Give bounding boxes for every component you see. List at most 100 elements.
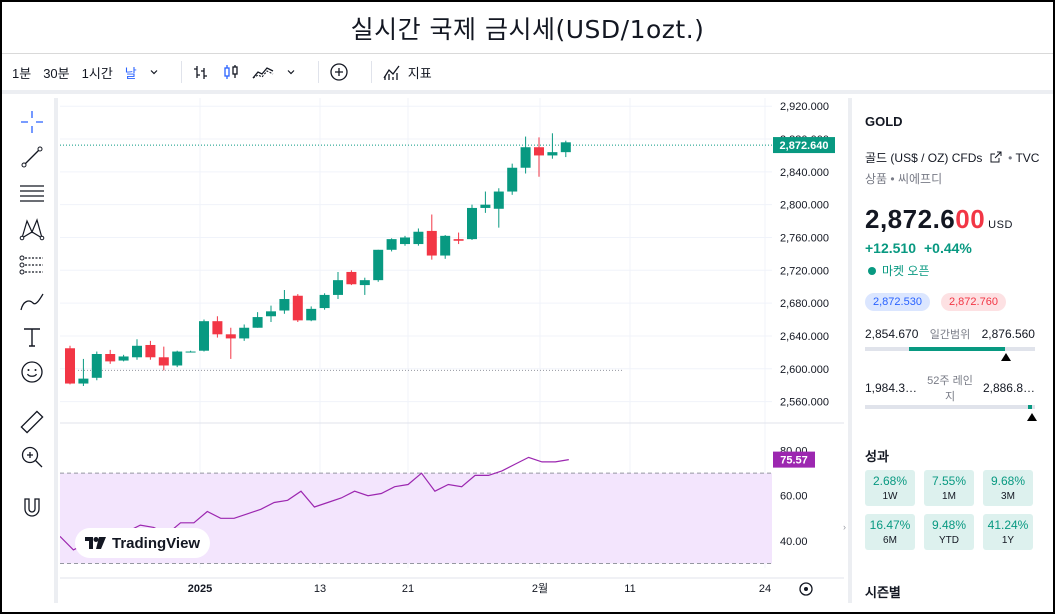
interval-1m-button[interactable]: 1분: [12, 65, 32, 81]
toolbar-divider: [180, 61, 182, 83]
candle-body: [266, 311, 276, 317]
perf-cell-6m[interactable]: 16.47% 6M: [865, 514, 915, 550]
interval-day-button[interactable]: 날: [124, 65, 137, 81]
area-chart-type-icon[interactable]: [252, 63, 274, 81]
candle-body: [560, 142, 571, 153]
price-chart[interactable]: 2,920.0002,880.0002,840.0002,800.0002,76…: [59, 98, 844, 603]
candle-chart-type-icon[interactable]: [222, 63, 240, 81]
drawing-toolbar: [2, 98, 58, 603]
bar-chart-type-icon[interactable]: [192, 63, 210, 81]
trend-line-icon[interactable]: [18, 143, 46, 171]
emoji-icon[interactable]: [18, 358, 46, 386]
panel-collapse-handle[interactable]: ›: [843, 522, 846, 532]
price-tick-label: 2,800.000: [780, 200, 829, 212]
interval-dropdown-chevron-icon[interactable]: [149, 67, 159, 77]
perf-cell-3m[interactable]: 9.68% 3M: [983, 470, 1033, 506]
fib-icon[interactable]: [18, 179, 46, 207]
text-icon[interactable]: [18, 323, 46, 351]
candle-body: [145, 344, 156, 358]
candle-body: [467, 207, 477, 240]
price-tick-label: 2,840.000: [780, 167, 829, 179]
day-range-row: 2,854.670 일간범위 2,876.560: [865, 326, 1035, 342]
zoom-in-icon[interactable]: [18, 443, 46, 471]
price-tick-label: 2,600.000: [780, 364, 829, 376]
chart-area[interactable]: 2,920.0002,880.0002,840.0002,800.0002,76…: [59, 98, 844, 603]
perf-cell-1w[interactable]: 2.68% 1W: [865, 470, 915, 506]
perf-label: 1Y: [1001, 535, 1015, 546]
pattern-icon[interactable]: [18, 215, 46, 243]
page-title: 실시간 국제 금시세(USD/1ozt.): [350, 14, 705, 44]
candle-body: [239, 327, 250, 339]
symbol-exchange[interactable]: TVC: [1015, 151, 1040, 165]
year-range-fill: [1028, 405, 1032, 409]
year-range-row: 1,984.3… 52주 레인지 2,886.8…: [865, 373, 1035, 403]
last-price: 2,872.600 USD: [865, 204, 1013, 235]
price-tick-label: 2,720.000: [780, 265, 829, 277]
separator-dot: •: [1008, 151, 1013, 165]
perf-value: 2.68%: [872, 474, 908, 488]
last-price-main: 2,872.6: [865, 204, 956, 234]
toolbar-divider: [370, 61, 372, 83]
chart-settings-icon-center: [804, 587, 808, 591]
time-tick-label: 2025: [188, 583, 212, 595]
ruler-icon[interactable]: [18, 408, 46, 436]
candle-body: [105, 354, 116, 362]
ask-price-badge: 2,872.760: [941, 293, 1006, 311]
chart-settings-icon[interactable]: [799, 582, 813, 596]
year-range-marker-icon: [1027, 413, 1037, 421]
time-tick-label: 11: [624, 583, 635, 595]
year-range-label: 52주 레인지: [927, 375, 973, 403]
candle-body: [252, 317, 263, 328]
magnet-icon[interactable]: [18, 493, 46, 521]
candle-body: [91, 354, 102, 378]
candle-body: [453, 239, 464, 241]
candle-body: [319, 294, 330, 309]
perf-value: 41.24%: [987, 518, 1029, 532]
perf-cell-1m[interactable]: 7.55% 1M: [924, 470, 974, 506]
candle-body: [65, 348, 75, 384]
perf-value: 9.48%: [931, 518, 967, 532]
candle-body: [199, 321, 209, 351]
rsi-tick-label: 40.00: [780, 536, 808, 548]
last-price-badge-label: 2,872.640: [780, 140, 829, 152]
candle-body: [440, 235, 451, 256]
crosshair-icon[interactable]: [18, 108, 46, 136]
time-tick-label: 13: [314, 583, 326, 595]
interval-30m-button[interactable]: 30분: [43, 65, 70, 81]
price-change-abs: +12.510: [865, 240, 916, 256]
price-currency: USD: [988, 219, 1013, 231]
perf-cell-1y[interactable]: 41.24% 1Y: [983, 514, 1033, 550]
interval-1h-button[interactable]: 1시간: [81, 65, 113, 81]
symbol-name: 골드 (US$ / OZ) CFDs • TVC: [865, 149, 1039, 166]
time-tick-label: 24: [759, 583, 771, 595]
candle-body: [547, 152, 558, 156]
price-tick-label: 2,680.000: [780, 298, 829, 310]
price-tick-label: 2,760.000: [780, 232, 829, 244]
projection-icon[interactable]: [18, 251, 46, 279]
compare-add-icon[interactable]: [329, 62, 349, 82]
chart-type-chevron-icon[interactable]: [286, 67, 296, 77]
candle-body: [359, 280, 370, 286]
time-tick-label: 21: [402, 583, 414, 595]
day-range-fill: [909, 347, 1005, 351]
rsi-value-badge: [773, 451, 815, 468]
brush-icon[interactable]: [18, 287, 46, 315]
price-tick-label: 2,640.000: [780, 331, 829, 343]
candle-body: [507, 167, 518, 192]
indicators-button[interactable]: 지표: [382, 63, 432, 82]
external-link-icon[interactable]: [990, 151, 1002, 163]
perf-value: 7.55%: [931, 474, 967, 488]
day-low: 2,854.670: [865, 327, 919, 341]
candle-body: [185, 351, 196, 353]
rsi-line: [59, 456, 569, 551]
perf-label: 1M: [942, 491, 956, 502]
symbol-ticker[interactable]: GOLD: [865, 114, 903, 129]
candle-body: [333, 280, 343, 295]
performance-title: 성과: [865, 449, 889, 464]
perf-cell-ytd[interactable]: 9.48% YTD: [924, 514, 974, 550]
candle-body: [480, 204, 491, 208]
price-change-pct: +0.44%: [924, 240, 972, 256]
candle-body: [78, 378, 89, 384]
price-tick-label: 2,560.000: [780, 397, 829, 409]
